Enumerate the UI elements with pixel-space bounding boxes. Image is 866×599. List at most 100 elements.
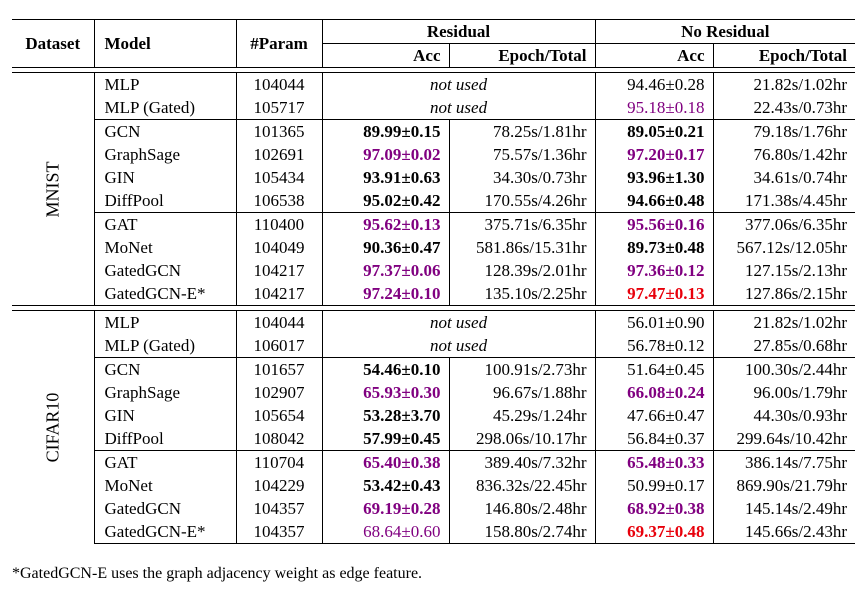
model-cell: GAT (94, 450, 237, 474)
param-cell: 101657 (236, 357, 323, 381)
res-epoch-cell: 135.10s/2.25hr (449, 282, 596, 306)
nores-epoch-cell: 76.80s/1.42hr (753, 145, 848, 164)
nores-epoch-cell: 377.06s/6.35hr (713, 212, 856, 236)
res-epoch-cell: 34.30s/0.73hr (449, 166, 596, 189)
nores-epoch-cell: 21.82s/1.02hr (753, 313, 848, 332)
model-cell: DiffPool (94, 189, 237, 213)
nores-acc-cell: 97.47±0.13 (595, 282, 714, 306)
table-row: GIN 105434 93.91±0.63 34.30s/0.73hr 93.96±1.… (12, 166, 855, 189)
header-res-epoch: Epoch/Total (449, 43, 596, 68)
header-res-acc: Acc (322, 43, 450, 68)
res-epoch-cell: 170.55s/4.26hr (449, 189, 596, 213)
table-row: GCN 101657 54.46±0.10 100.91s/2.73hr 51.64±0… (12, 357, 856, 381)
res-epoch-cell: 128.39s/2.01hr (449, 259, 596, 282)
nores-epoch-cell: 171.38s/4.45hr (745, 191, 848, 210)
model-cell: GatedGCN (94, 497, 237, 520)
table-body: MNIST MLP 104044 not used 94.46±0.28 21.82s/1… (12, 67, 856, 544)
res-acc-cell: 69.19±0.28 (322, 497, 450, 520)
header-no-residual: No Residual (595, 19, 856, 44)
param-cell: 104049 (236, 236, 323, 259)
res-epoch-cell: 96.67s/1.88hr (449, 381, 596, 404)
table-row: CIFAR10 MLP 104044 not used 56.01±0.90 21.82s… (12, 310, 855, 544)
res-acc-cell: 97.37±0.06 (322, 259, 450, 282)
model-cell: MoNet (94, 236, 237, 259)
res-epoch-cell: 375.71s/6.35hr (449, 212, 596, 236)
model-cell: GraphSage (94, 143, 237, 166)
res-acc-cell: 68.64±0.60 (322, 520, 450, 544)
param-cell: 105434 (236, 166, 323, 189)
param-cell: 101365 (236, 119, 323, 143)
nores-acc-cell: 50.99±0.17 (595, 474, 714, 497)
table-row: GIN 105654 53.28±3.70 45.29s/1.24hr 47.66±0.… (12, 404, 855, 427)
nores-epoch-cell: 145.66s/2.43hr (713, 520, 856, 544)
header-dataset: Dataset (12, 19, 95, 68)
param-cell: 104229 (236, 474, 323, 497)
param-cell: 106538 (236, 189, 323, 213)
table-row: GatedGCN-E* 104217 97.24±0.10 135.10s/2.25h… (12, 282, 855, 306)
nores-acc-cell: 56.84±0.37 (595, 427, 714, 451)
nores-acc-cell: 56.78±0.12 (595, 334, 714, 358)
res-epoch-cell: 146.80s/2.48hr (449, 497, 596, 520)
table-row: GAT 110704 65.40±0.38 389.40s/7.32hr 65.48±0… (12, 450, 856, 474)
param-cell: 104217 (236, 259, 323, 282)
nores-acc-cell: 47.66±0.47 (595, 404, 714, 427)
res-acc-cell: 53.42±0.43 (322, 474, 450, 497)
dataset-name: CIFAR10 (42, 392, 63, 463)
nores-acc-cell: 93.96±1.30 (595, 166, 714, 189)
nores-acc-cell: 69.37±0.48 (595, 520, 714, 544)
nores-acc-cell: 94.66±0.48 (595, 189, 714, 213)
res-epoch-cell: 78.25s/1.81hr (449, 119, 596, 143)
table-row: GCN 101365 89.99±0.15 78.25s/1.81hr 89.05±0.… (12, 119, 856, 143)
nores-epoch-cell: 34.61s/0.74hr (753, 168, 848, 187)
res-acc-cell: not used (322, 334, 596, 358)
model-cell: GatedGCN-E* (94, 520, 237, 544)
table-row: GraphSage 102907 65.93±0.30 96.67s/1.88hr 66… (12, 381, 855, 404)
param-cell: 110400 (236, 212, 323, 236)
model-cell: GCN (94, 357, 237, 381)
header-nores-acc: Acc (595, 43, 714, 68)
nores-acc-cell: 94.46±0.28 (595, 72, 714, 96)
table-row: DiffPool 106538 95.02±0.42 170.55s/4.26hr 94… (12, 189, 855, 213)
table-row: MLP (Gated) 105717 not used 95.18±0.18 22.43… (12, 96, 855, 120)
param-cell: 105717 (236, 96, 323, 120)
res-acc-cell: not used (322, 96, 596, 120)
table-row: GAT 110400 95.62±0.13 375.71s/6.35hr 95.56±0… (12, 212, 856, 236)
res-acc-cell: 97.24±0.10 (322, 282, 450, 306)
nores-acc-cell: 89.05±0.21 (595, 119, 714, 143)
nores-epoch-cell: 27.85s/0.68hr (753, 336, 848, 355)
param-cell: 104044 (236, 72, 323, 96)
nores-epoch-cell: 22.43s/0.73hr (753, 98, 848, 117)
param-cell: 104357 (236, 497, 323, 520)
param-cell: 110704 (236, 450, 323, 474)
res-acc-cell: 65.40±0.38 (322, 450, 450, 474)
table-row: MLP (Gated) 106017 not used 56.78±0.12 27.85… (12, 334, 855, 358)
res-epoch-cell: 836.32s/22.45hr (449, 474, 596, 497)
nores-acc-cell: 97.20±0.17 (595, 143, 714, 166)
nores-epoch-cell: 100.30s/2.44hr (713, 357, 856, 381)
nores-epoch-cell: 299.64s/10.42hr (736, 429, 848, 448)
nores-epoch-cell: 21.82s/1.02hr (753, 75, 848, 94)
model-cell: GIN (94, 404, 237, 427)
model-cell: MLP (Gated) (94, 96, 237, 120)
res-acc-cell: 57.99±0.45 (322, 427, 450, 451)
table-row: MoNet 104229 53.42±0.43 836.32s/22.45hr 50.9… (12, 474, 855, 497)
model-cell: GatedGCN (94, 259, 237, 282)
model-cell: MLP (94, 72, 237, 96)
table-row: GatedGCN 104217 97.37±0.06 128.39s/2.01hr 97… (12, 259, 855, 282)
res-epoch-cell: 581.86s/15.31hr (449, 236, 596, 259)
nores-acc-cell: 95.56±0.16 (595, 212, 714, 236)
res-acc-cell: not used (322, 310, 596, 334)
model-cell: GIN (94, 166, 237, 189)
res-acc-cell: not used (322, 72, 596, 96)
model-cell: DiffPool (94, 427, 237, 451)
res-acc-cell: 97.09±0.02 (322, 143, 450, 166)
param-cell: 104357 (236, 520, 323, 544)
res-acc-cell: 65.93±0.30 (322, 381, 450, 404)
res-epoch-cell: 158.80s/2.74hr (449, 520, 596, 544)
nores-acc-cell: 95.18±0.18 (595, 96, 714, 120)
table-row: GraphSage 102691 97.09±0.02 75.57s/1.36hr 97… (12, 143, 855, 166)
nores-epoch-cell: 386.14s/7.75hr (713, 450, 856, 474)
nores-acc-cell: 97.36±0.12 (595, 259, 714, 282)
nores-epoch-cell: 567.12s/12.05hr (736, 238, 848, 257)
res-epoch-cell: 298.06s/10.17hr (449, 427, 596, 451)
